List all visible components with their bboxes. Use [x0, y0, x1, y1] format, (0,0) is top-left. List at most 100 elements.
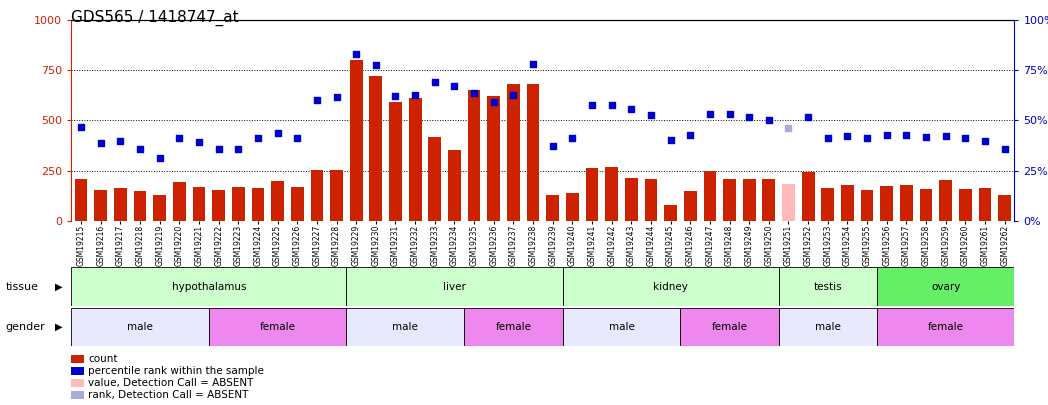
Point — [485, 99, 502, 106]
Bar — [409, 98, 421, 221]
Bar — [763, 179, 776, 221]
Point — [289, 134, 306, 141]
Point — [977, 137, 994, 144]
Bar — [779, 267, 877, 306]
Bar — [74, 179, 87, 221]
Point — [761, 117, 778, 124]
Text: ▶: ▶ — [54, 281, 62, 292]
Point — [505, 92, 522, 99]
Point — [249, 134, 266, 141]
Text: ▶: ▶ — [54, 322, 62, 332]
Bar — [153, 195, 166, 221]
Bar — [779, 308, 877, 346]
Point — [387, 93, 403, 100]
Bar — [71, 308, 209, 346]
Point — [741, 114, 758, 121]
Point — [642, 112, 659, 119]
Bar — [939, 180, 952, 221]
Point — [623, 106, 639, 113]
Bar — [900, 185, 913, 221]
Bar — [487, 96, 500, 221]
Bar — [370, 77, 383, 221]
Bar — [920, 189, 933, 221]
Bar — [209, 308, 346, 346]
Point — [328, 94, 345, 101]
Text: male: male — [609, 322, 634, 332]
Point — [682, 131, 699, 138]
Text: female: female — [712, 322, 747, 332]
Bar — [114, 188, 127, 221]
Text: female: female — [496, 322, 531, 332]
Bar — [271, 181, 284, 221]
Point — [584, 102, 601, 109]
Bar — [291, 187, 304, 221]
Text: percentile rank within the sample: percentile rank within the sample — [88, 366, 264, 376]
Bar — [346, 267, 563, 306]
Point — [997, 145, 1013, 152]
Point — [191, 138, 208, 145]
Point — [918, 133, 935, 140]
Point — [368, 62, 385, 68]
Bar — [330, 170, 343, 221]
Point — [230, 145, 246, 152]
Bar — [310, 170, 323, 221]
Point — [72, 123, 89, 130]
Point — [898, 131, 915, 138]
Point — [407, 92, 423, 99]
Point — [957, 134, 974, 141]
Point — [800, 114, 816, 121]
Text: male: male — [127, 322, 153, 332]
Bar — [346, 308, 464, 346]
Point — [465, 90, 482, 97]
Point — [211, 145, 227, 152]
Bar — [625, 178, 637, 221]
Bar — [449, 149, 461, 221]
Text: count: count — [88, 354, 117, 364]
Bar — [979, 188, 991, 221]
Point — [348, 51, 365, 58]
Point — [701, 111, 718, 118]
Bar — [563, 267, 779, 306]
Bar — [877, 308, 1014, 346]
Point — [151, 154, 168, 161]
Bar — [877, 267, 1014, 306]
Point — [446, 83, 463, 90]
Text: female: female — [927, 322, 964, 332]
Bar — [723, 179, 736, 221]
Text: GDS565 / 1418747_at: GDS565 / 1418747_at — [71, 10, 239, 26]
Bar — [684, 191, 697, 221]
Bar — [464, 308, 563, 346]
Bar — [252, 188, 264, 221]
Point — [721, 111, 738, 118]
Bar — [389, 102, 401, 221]
Bar — [959, 189, 971, 221]
Point — [171, 134, 188, 141]
Point — [937, 132, 954, 139]
Point — [544, 142, 561, 149]
Bar — [680, 308, 779, 346]
Point — [269, 129, 286, 136]
Bar — [606, 166, 618, 221]
Text: female: female — [260, 322, 296, 332]
Bar — [822, 188, 834, 221]
Text: tissue: tissue — [5, 281, 38, 292]
Bar — [71, 267, 346, 306]
Point — [564, 134, 581, 141]
Bar — [94, 190, 107, 221]
Point — [92, 139, 109, 146]
Bar — [703, 171, 716, 221]
Text: male: male — [392, 322, 418, 332]
Point — [604, 102, 620, 109]
Bar — [860, 190, 873, 221]
Bar — [842, 185, 854, 221]
Bar — [134, 191, 147, 221]
Text: male: male — [815, 322, 840, 332]
Bar — [782, 183, 794, 221]
Point — [780, 124, 796, 131]
Bar — [586, 168, 598, 221]
Point — [308, 97, 325, 104]
Point — [662, 136, 679, 143]
Bar — [467, 90, 480, 221]
Point — [132, 145, 149, 152]
Text: ovary: ovary — [931, 281, 960, 292]
